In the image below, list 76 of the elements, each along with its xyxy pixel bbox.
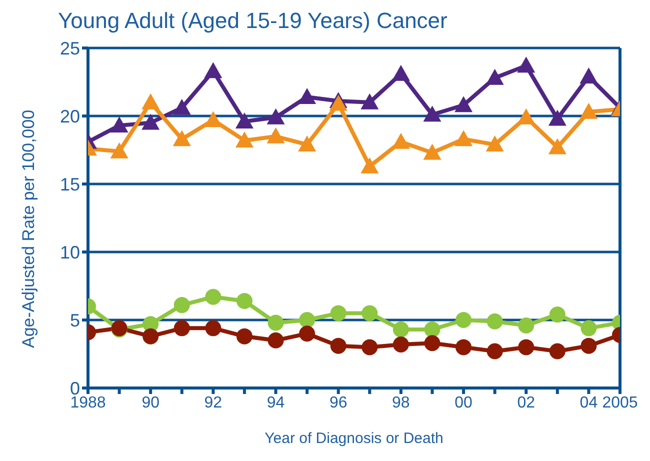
point xyxy=(266,127,285,144)
point xyxy=(456,339,472,356)
y-axis-title: Age-Adjusted Rate per 100,000 xyxy=(19,110,38,348)
point xyxy=(392,64,410,81)
point xyxy=(110,116,128,133)
point xyxy=(174,297,190,314)
point xyxy=(518,317,534,334)
point xyxy=(360,93,379,110)
chart-title: Young Adult (Aged 15-19 Years) Cancer xyxy=(58,8,448,34)
point xyxy=(486,343,503,360)
x-tick-label: 02 xyxy=(517,394,536,412)
point xyxy=(236,328,252,344)
x-tick-label: 2005 xyxy=(602,394,638,412)
x-tick-label: 04 xyxy=(580,394,598,412)
point xyxy=(299,312,316,328)
point xyxy=(392,322,409,338)
point xyxy=(268,332,284,348)
point xyxy=(174,320,190,336)
point xyxy=(580,320,597,336)
point xyxy=(549,306,566,323)
point xyxy=(580,102,598,119)
point xyxy=(299,326,316,342)
point xyxy=(486,313,503,330)
point xyxy=(204,62,222,78)
point xyxy=(486,68,504,85)
point xyxy=(454,96,473,112)
x-axis-title: Year of Diagnosis or Death xyxy=(264,430,444,447)
point xyxy=(518,339,534,356)
point xyxy=(298,136,316,152)
point xyxy=(548,138,566,154)
x-tick-label: 90 xyxy=(142,394,160,412)
point xyxy=(236,292,252,309)
point xyxy=(517,56,536,73)
point xyxy=(142,114,160,130)
y-tick-label: 25 xyxy=(60,38,80,58)
point xyxy=(423,144,442,160)
point xyxy=(235,112,254,128)
point xyxy=(142,93,160,110)
point xyxy=(360,157,379,174)
point xyxy=(454,130,473,146)
point xyxy=(172,130,191,146)
point xyxy=(549,343,566,360)
point xyxy=(330,305,346,322)
x-tick-label: 96 xyxy=(329,394,348,412)
point xyxy=(456,312,472,328)
point xyxy=(204,111,222,128)
point xyxy=(580,68,598,84)
point xyxy=(362,339,378,356)
point xyxy=(235,131,254,148)
x-tick-label: 00 xyxy=(454,394,473,412)
y-tick-label: 5 xyxy=(70,310,80,330)
y-tick-label: 10 xyxy=(60,242,80,262)
point xyxy=(172,98,191,115)
point xyxy=(205,288,222,305)
x-tick-label: 1988 xyxy=(70,394,106,412)
x-tick-label: 94 xyxy=(266,394,285,412)
point xyxy=(423,106,442,122)
x-tick-label: 98 xyxy=(392,394,410,412)
point xyxy=(580,338,597,354)
point xyxy=(110,142,128,158)
point xyxy=(424,322,440,338)
point xyxy=(548,110,566,126)
y-tick-label: 15 xyxy=(60,174,80,194)
point xyxy=(266,108,285,124)
x-tick-label: 92 xyxy=(204,394,222,412)
point xyxy=(362,305,378,322)
point xyxy=(517,108,536,124)
y-tick-label: 20 xyxy=(60,106,80,126)
point xyxy=(392,336,409,352)
point xyxy=(205,320,222,336)
point xyxy=(330,338,346,354)
point xyxy=(486,136,504,152)
point xyxy=(298,88,316,104)
point xyxy=(268,314,284,331)
point xyxy=(424,335,440,352)
point xyxy=(142,328,159,344)
